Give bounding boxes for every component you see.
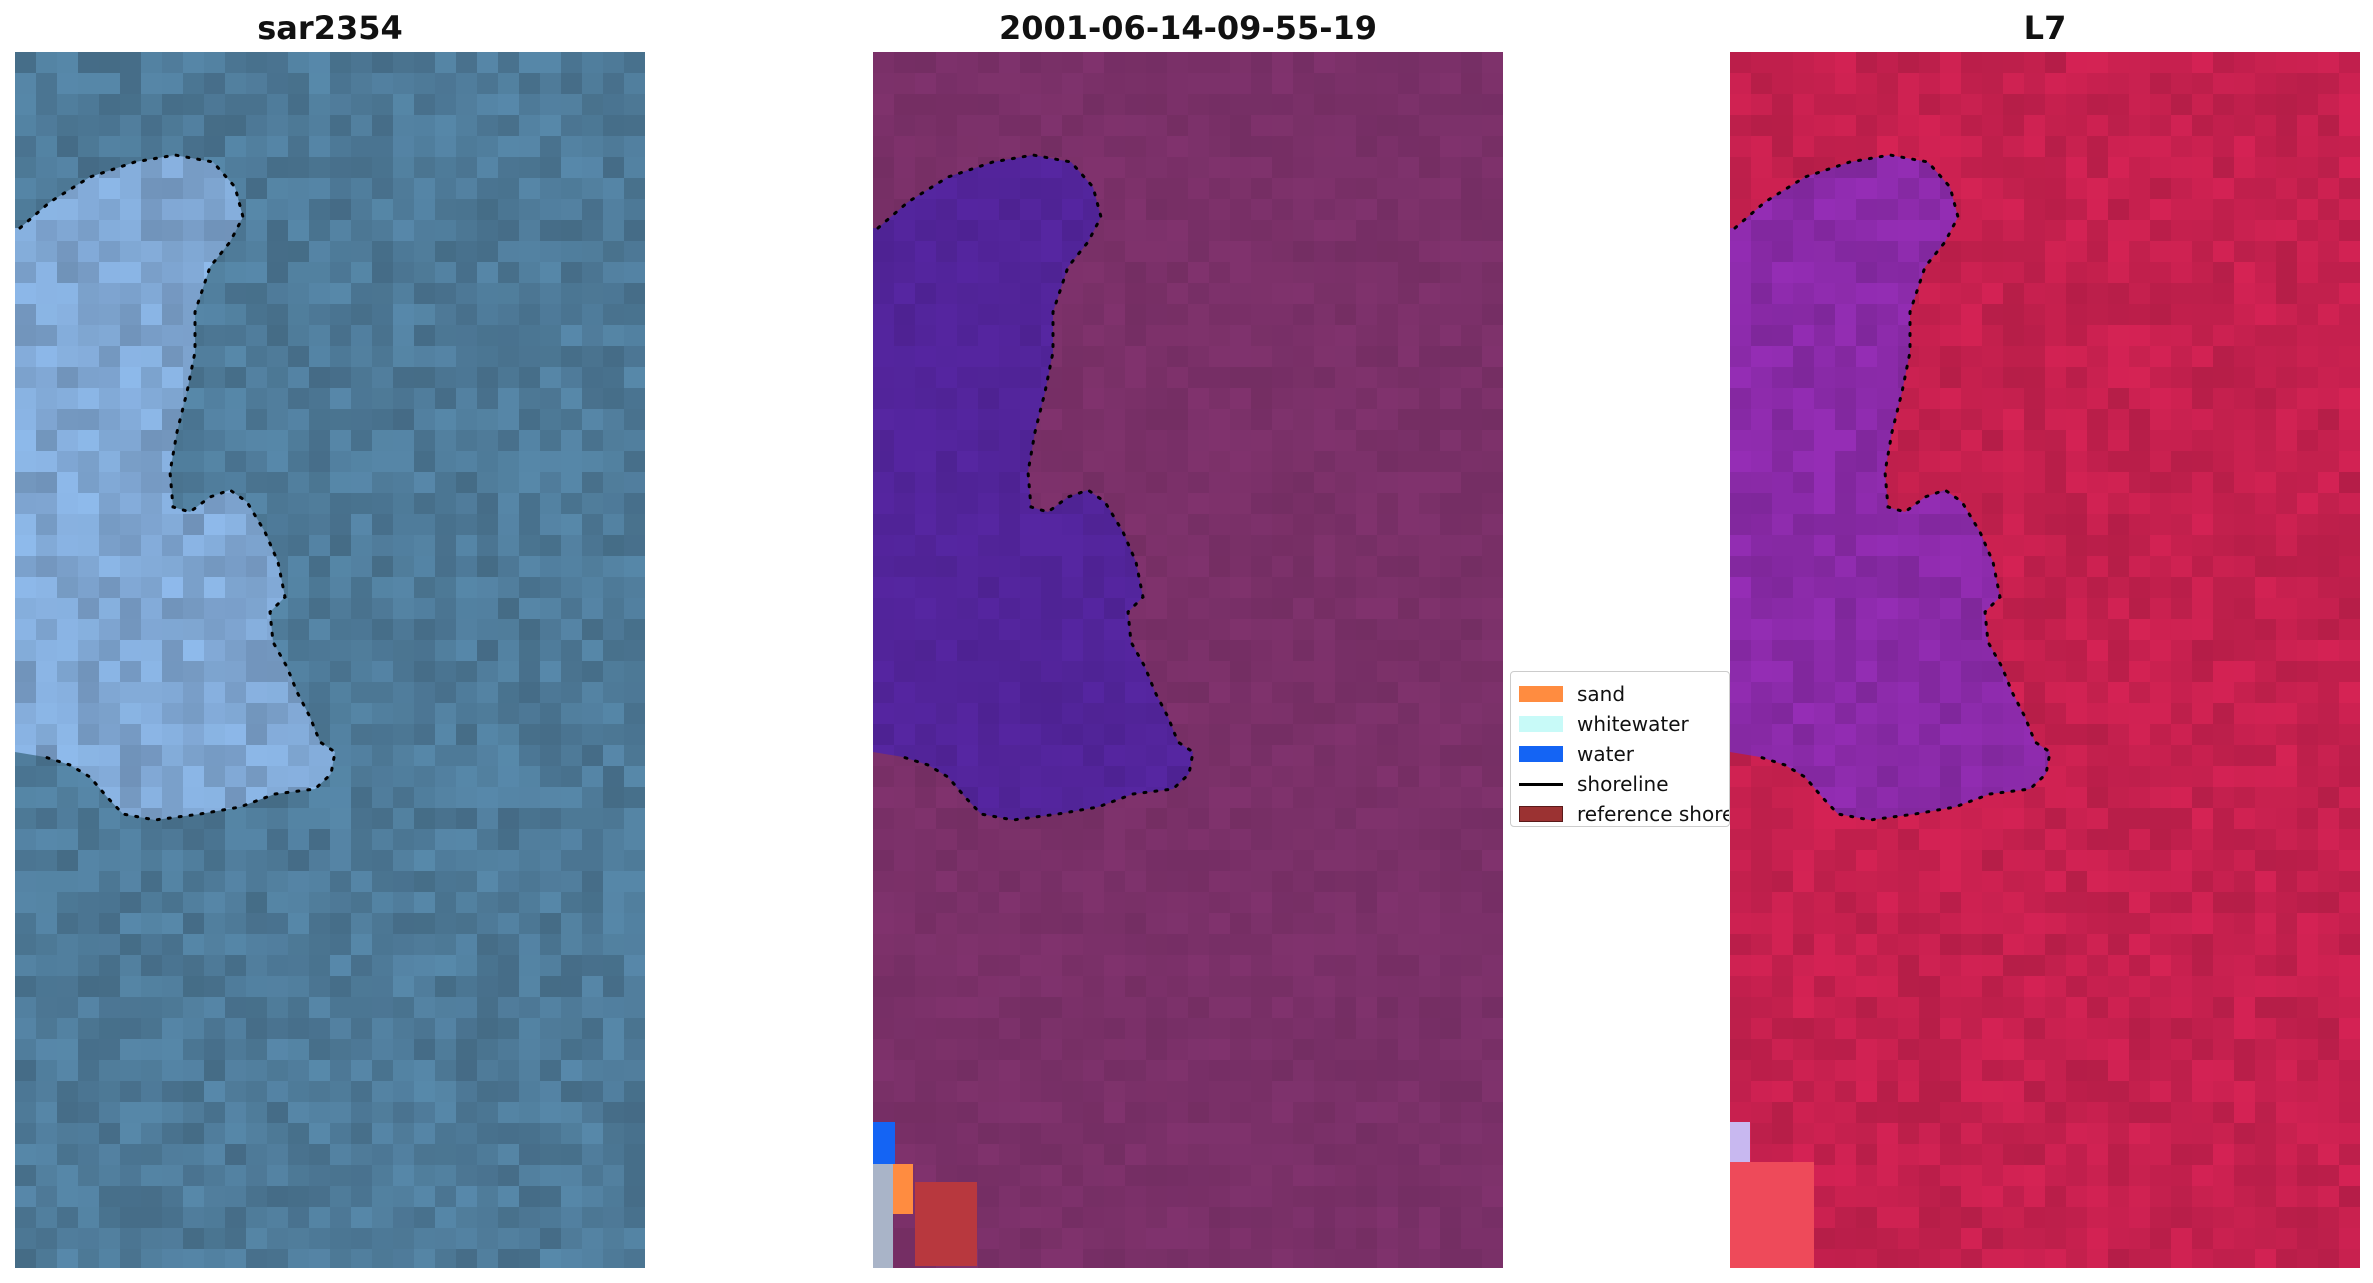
- whitewater-swatch: [1519, 716, 1563, 732]
- sand-swatch: [1519, 686, 1563, 702]
- panel-title-index: L7: [2023, 9, 2067, 47]
- legend-label-reference-shoreline: reference shoreline: [1577, 802, 1729, 826]
- legend-label-whitewater: whitewater: [1577, 712, 1689, 736]
- legend-label-shoreline: shoreline: [1577, 772, 1669, 796]
- classified-image-panel[interactable]: [873, 52, 1503, 1268]
- legend-item-shoreline: shoreline: [1519, 769, 1729, 799]
- legend-item-reference-shoreline: reference shoreline: [1519, 799, 1729, 826]
- panel-title-classified: 2001-06-14-09-55-19: [998, 9, 1378, 47]
- index-image-panel[interactable]: [1730, 52, 2360, 1268]
- legend: sand whitewater water shoreline referenc…: [1510, 671, 1730, 827]
- rgb-image: [15, 52, 645, 1268]
- legend-item-water: water: [1519, 739, 1729, 769]
- index-image: [1730, 52, 2360, 1268]
- shoreline-swatch: [1519, 782, 1563, 786]
- legend-label-sand: sand: [1577, 682, 1626, 706]
- classified-image: [873, 52, 1503, 1268]
- water-swatch: [1519, 746, 1563, 762]
- rgb-image-panel[interactable]: [15, 52, 645, 1268]
- reference-shoreline-swatch: [1519, 806, 1563, 822]
- legend-label-water: water: [1577, 742, 1634, 766]
- panel-title-rgb: sar2354: [257, 9, 403, 47]
- legend-item-sand: sand: [1519, 679, 1729, 709]
- legend-item-whitewater: whitewater: [1519, 709, 1729, 739]
